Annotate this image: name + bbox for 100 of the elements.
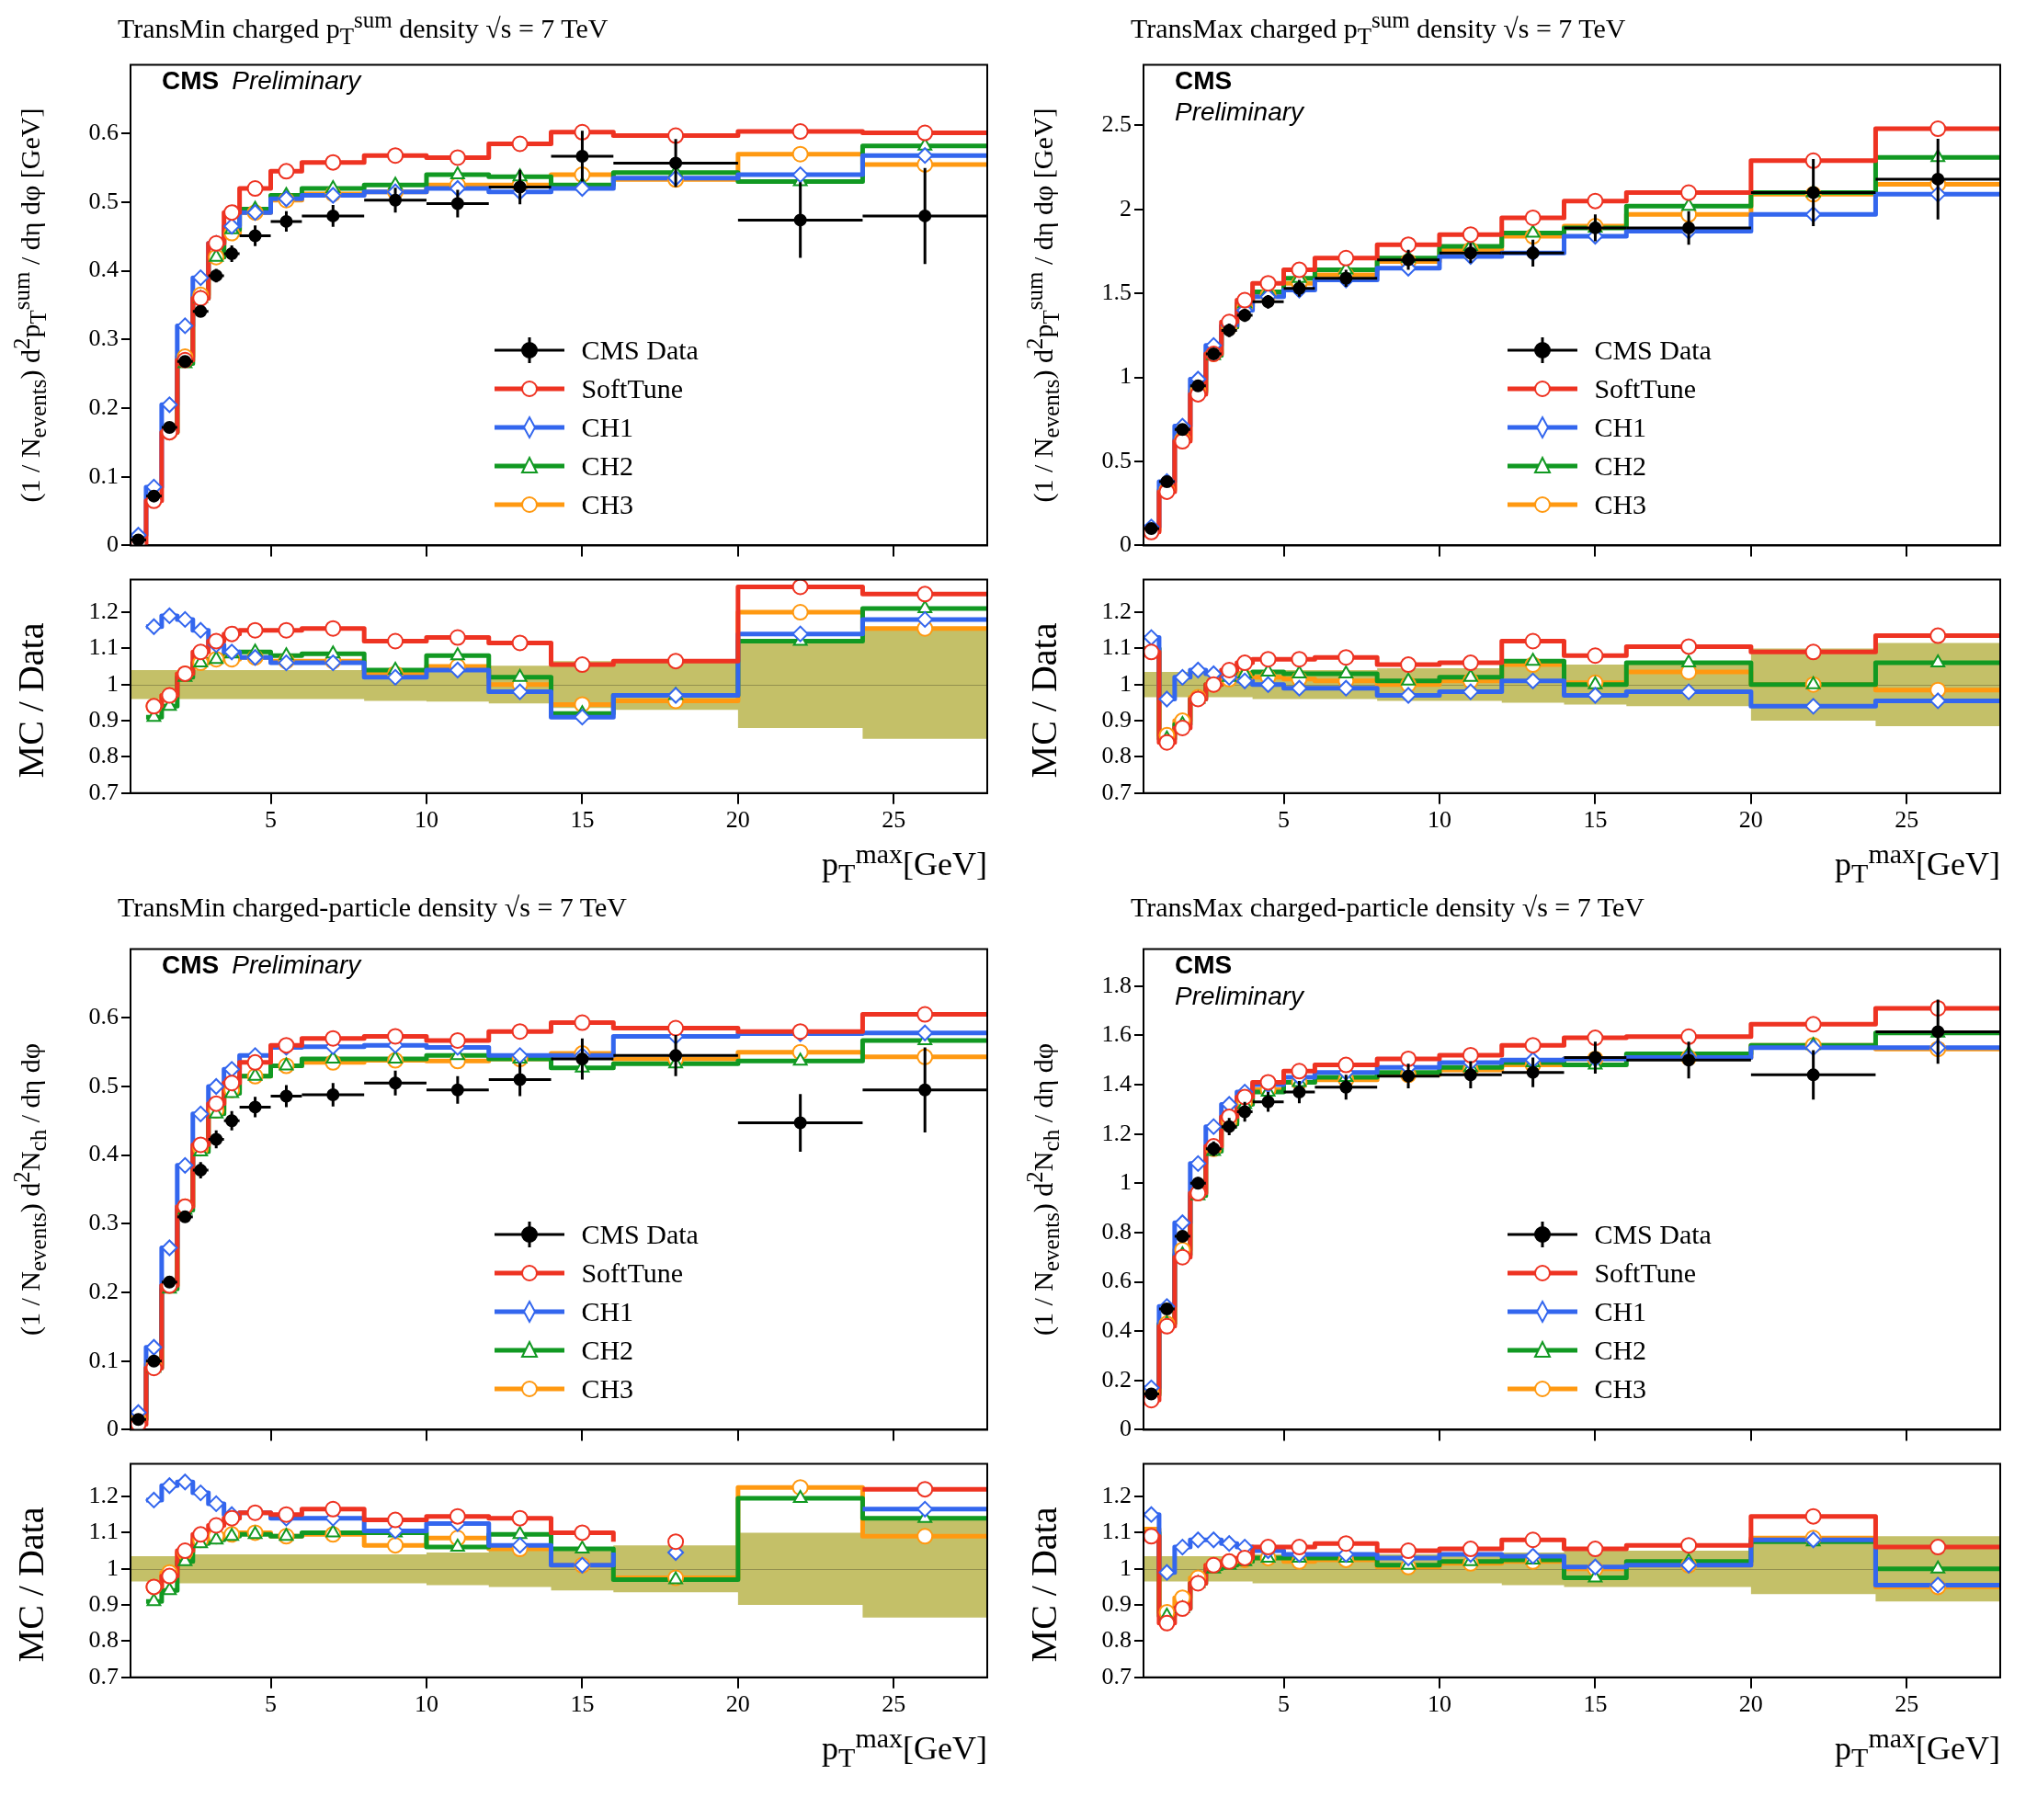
x-axis-title: p$_{T}$$^{max}$[GeV] xyxy=(821,838,988,889)
y-axis-title: MC / Data xyxy=(8,622,52,779)
y-tick-label: 0.5 xyxy=(88,1071,119,1098)
annotation: CMS xyxy=(1175,950,1234,980)
legend-label: CH2 xyxy=(1594,1335,1647,1366)
legend-label: CH3 xyxy=(1594,489,1647,520)
y-tick-label: 1.1 xyxy=(1101,1518,1132,1545)
y-tick-label: 0.9 xyxy=(88,705,119,733)
y-tick-label: 1.5 xyxy=(1101,279,1132,306)
x-tick-label: 20 xyxy=(1738,1690,1763,1718)
x-tick-label: 5 xyxy=(1278,1690,1291,1718)
y-tick-label: 0.9 xyxy=(1101,705,1132,733)
y-axis-title: MC / Data xyxy=(1021,622,1065,779)
annotation: Preliminary xyxy=(232,66,361,96)
legend-label: SoftTune xyxy=(1594,1257,1696,1289)
chart-title: TransMax charged p$_{T}$$^{sum}$ density √s = 7 TeV xyxy=(1130,7,1627,49)
y-tick-label: 1.6 xyxy=(1101,1020,1132,1048)
x-tick-label: 25 xyxy=(882,806,906,834)
y-tick-label: 0 xyxy=(107,530,119,558)
y-tick-label: 0.5 xyxy=(88,187,119,214)
legend-label: CH2 xyxy=(581,450,634,482)
x-tick-label: 5 xyxy=(1278,806,1291,834)
y-tick-label: 0.3 xyxy=(88,1209,119,1236)
chart-title: TransMin charged p$_{T}$$^{sum}$ density √s = 7 TeV xyxy=(117,7,609,49)
x-axis-title: p$_{T}$$^{max}$[GeV] xyxy=(1834,838,2001,889)
y-tick-label: 1 xyxy=(1120,669,1132,697)
y-tick-label: 0.8 xyxy=(88,742,119,769)
y-tick-label: 0.9 xyxy=(1101,1589,1132,1617)
y-tick-label: 1 xyxy=(1120,1553,1132,1581)
legend-label: CH3 xyxy=(581,489,634,520)
chart-title: TransMax charged-particle density √s = 7 TeV xyxy=(1130,892,1645,924)
y-tick-label: 0.8 xyxy=(88,1626,119,1654)
y-tick-label: 1.4 xyxy=(1101,1069,1132,1097)
y-tick-label: 1.1 xyxy=(88,1518,119,1545)
legend-label: CMS Data xyxy=(581,335,699,366)
y-tick-label: 0.6 xyxy=(1101,1267,1132,1294)
x-tick-label: 5 xyxy=(265,1690,278,1718)
y-tick-label: 0.2 xyxy=(88,1277,119,1304)
x-axis-title: p$_{T}$$^{max}$[GeV] xyxy=(821,1723,988,1773)
legend-label: CH2 xyxy=(581,1335,634,1366)
legend-label: CH3 xyxy=(1594,1373,1647,1405)
y-tick-label: 1 xyxy=(107,669,119,697)
y-tick-label: 1 xyxy=(1120,1168,1132,1196)
x-tick-label: 25 xyxy=(1895,1690,1919,1718)
legend-label: CH2 xyxy=(1594,450,1647,482)
annotation: CMS xyxy=(1175,66,1234,96)
x-tick-label: 25 xyxy=(882,1690,906,1718)
y-tick-label: 2.5 xyxy=(1101,110,1132,138)
y-tick-label: 1.2 xyxy=(88,597,119,624)
chart-title: TransMin charged-particle density √s = 7 TeV xyxy=(117,892,628,924)
y-tick-label: 1.2 xyxy=(1101,1119,1132,1146)
y-tick-label: 0 xyxy=(107,1415,119,1442)
annotation: Preliminary xyxy=(232,950,361,980)
annotation: CMS xyxy=(162,66,220,96)
y-tick-label: 0.2 xyxy=(88,392,119,420)
x-axis-title: p$_{T}$$^{max}$[GeV] xyxy=(1834,1723,2001,1773)
x-tick-label: 25 xyxy=(1895,806,1919,834)
y-tick-label: 2 xyxy=(1120,194,1132,222)
y-tick-label: 0.7 xyxy=(1101,778,1132,805)
x-tick-label: 15 xyxy=(570,1690,595,1718)
x-tick-label: 10 xyxy=(1427,1690,1451,1718)
y-tick-label: 0.2 xyxy=(1101,1365,1132,1393)
x-tick-label: 20 xyxy=(725,806,750,834)
legend-label: CH3 xyxy=(581,1373,634,1405)
x-tick-label: 20 xyxy=(725,1690,750,1718)
legend-label: SoftTune xyxy=(1594,373,1696,404)
y-axis-title: MC / Data xyxy=(8,1507,52,1663)
legend-label: CMS Data xyxy=(581,1219,699,1250)
x-tick-label: 5 xyxy=(265,806,278,834)
x-tick-label: 20 xyxy=(1738,806,1763,834)
x-tick-label: 10 xyxy=(414,1690,438,1718)
y-axis-title: MC / Data xyxy=(1021,1507,1065,1663)
y-tick-label: 1.2 xyxy=(88,1481,119,1508)
y-tick-label: 1.1 xyxy=(88,633,119,661)
legend-label: CMS Data xyxy=(1594,1219,1712,1250)
y-tick-label: 1 xyxy=(107,1553,119,1581)
legend-label: CMS Data xyxy=(1594,335,1712,366)
y-tick-label: 0.4 xyxy=(88,1140,119,1167)
y-tick-label: 0.8 xyxy=(1101,742,1132,769)
y-tick-label: 0.1 xyxy=(88,461,119,489)
legend-label: CH1 xyxy=(581,1296,634,1327)
legend-label: CH1 xyxy=(581,412,634,443)
y-tick-label: 0.4 xyxy=(88,256,119,283)
x-tick-label: 15 xyxy=(1583,1690,1608,1718)
annotation: CMS xyxy=(162,950,220,980)
x-tick-label: 10 xyxy=(414,806,438,834)
y-tick-label: 0.8 xyxy=(1101,1217,1132,1245)
y-tick-label: 0.6 xyxy=(88,119,119,146)
legend-label: CH1 xyxy=(1594,1296,1647,1327)
y-tick-label: 0.8 xyxy=(1101,1626,1132,1654)
y-tick-label: 0 xyxy=(1120,530,1132,558)
y-tick-label: 0.7 xyxy=(88,778,119,805)
y-tick-label: 1.8 xyxy=(1101,971,1132,998)
legend-label: CH1 xyxy=(1594,412,1647,443)
y-tick-label: 0.3 xyxy=(88,324,119,352)
annotation: Preliminary xyxy=(1175,97,1304,127)
x-tick-label: 10 xyxy=(1427,806,1451,834)
x-tick-label: 15 xyxy=(1583,806,1608,834)
y-tick-label: 0.6 xyxy=(88,1003,119,1030)
legend-label: SoftTune xyxy=(581,373,683,404)
